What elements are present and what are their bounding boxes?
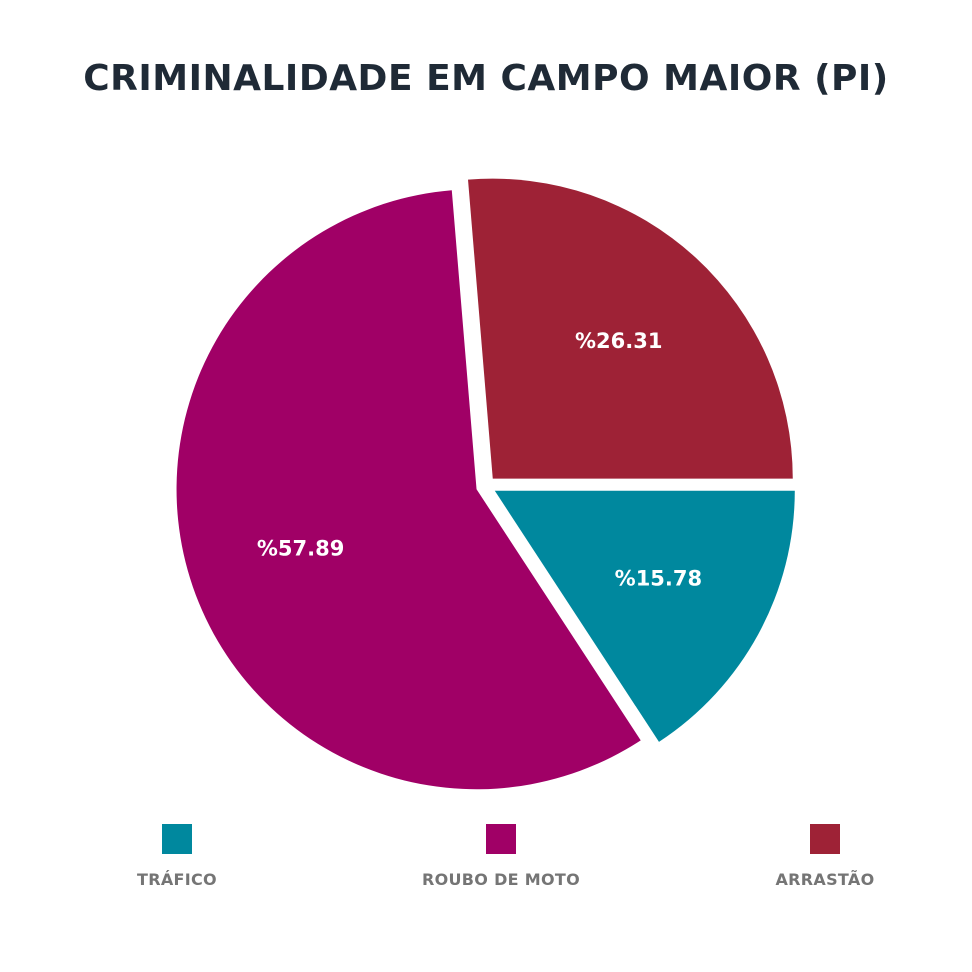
legend-label-roubo-de-moto: ROUBO DE MOTO xyxy=(421,870,580,889)
pie-slice-label-2: %26.31 xyxy=(575,329,662,353)
pie-slices xyxy=(176,178,795,790)
pie-labels: %15.78 %57.89 %26.31 xyxy=(257,329,702,590)
legend-label-arrastao: ARRASTÃO xyxy=(775,870,875,889)
pie-slice-label-0: %15.78 xyxy=(615,566,702,590)
legend-swatch-roubo-de-moto xyxy=(486,824,516,854)
pie-slice-2 xyxy=(468,178,793,479)
legend-label-trafico: TRÁFICO xyxy=(137,870,217,889)
legend-swatch-arrastao xyxy=(810,824,840,854)
legend-item-roubo-de-moto: ROUBO DE MOTO xyxy=(381,824,621,889)
legend-swatch-trafico xyxy=(162,824,192,854)
pie-slice-0 xyxy=(494,490,795,742)
legend-item-trafico: TRÁFICO xyxy=(57,824,297,889)
chart-title: CRIMINALIDADE EM CAMPO MAIOR (PI) xyxy=(83,58,889,99)
pie-slice-1 xyxy=(176,190,641,790)
legend: TRÁFICO ROUBO DE MOTO ARRASTÃO xyxy=(0,824,972,904)
legend-item-arrastao: ARRASTÃO xyxy=(705,824,945,889)
pie-slice-label-1: %57.89 xyxy=(257,537,344,561)
